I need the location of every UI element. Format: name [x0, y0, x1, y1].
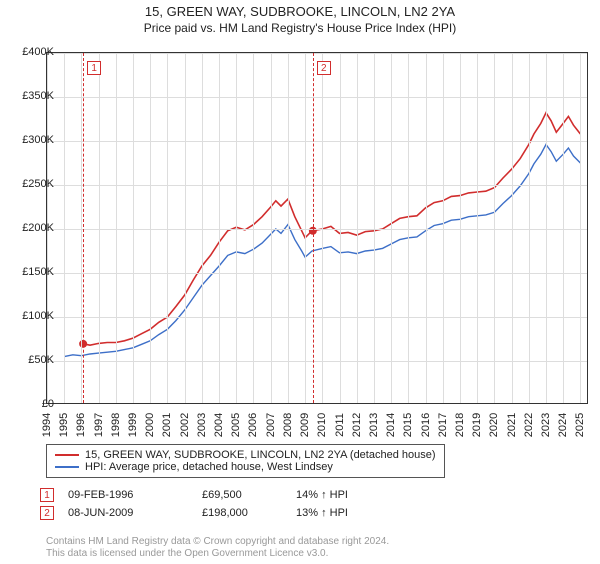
- x-axis-label: 2003: [196, 413, 208, 437]
- footer-line-1: Contains HM Land Registry data © Crown c…: [46, 536, 389, 548]
- marker-row: 2 08-JUN-2009 £198,000 13% ↑ HPI: [40, 506, 376, 520]
- x-axis-label: 2000: [144, 413, 156, 437]
- x-axis-label: 1997: [93, 413, 105, 437]
- x-axis-label: 2013: [368, 413, 380, 437]
- x-axis-label: 2001: [161, 413, 173, 437]
- footer-line-2: This data is licensed under the Open Gov…: [46, 548, 389, 560]
- x-axis-label: 2008: [282, 413, 294, 437]
- x-axis-label: 2023: [540, 413, 552, 437]
- marker-price: £198,000: [202, 507, 282, 519]
- x-axis-label: 2007: [265, 413, 277, 437]
- y-axis-label: £400K: [22, 46, 54, 58]
- legend-row: HPI: Average price, detached house, West…: [55, 461, 436, 473]
- marker-table: 1 09-FEB-1996 £69,500 14% ↑ HPI 2 08-JUN-2009…: [40, 488, 376, 524]
- x-axis-label: 2015: [402, 413, 414, 437]
- x-axis-label: 2004: [213, 413, 225, 437]
- legend-swatch: [55, 454, 79, 456]
- y-axis-label: £350K: [22, 90, 54, 102]
- x-axis-label: 1995: [58, 413, 70, 437]
- x-axis-label: 2011: [334, 413, 346, 437]
- chart-title: 15, GREEN WAY, SUDBROOKE, LINCOLN, LN2 2…: [0, 4, 600, 19]
- marker-callout: 1: [87, 61, 101, 75]
- x-axis-label: 2014: [385, 413, 397, 437]
- plot-region: 1994199519961997199819992000200120022003…: [46, 52, 588, 404]
- marker-date: 09-FEB-1996: [68, 489, 188, 501]
- y-axis-label: £50K: [28, 354, 54, 366]
- x-axis-label: 2010: [316, 413, 328, 437]
- marker-number-icon: 2: [40, 506, 54, 520]
- chart-subtitle: Price paid vs. HM Land Registry's House …: [0, 21, 600, 35]
- y-axis-label: £300K: [22, 134, 54, 146]
- y-axis-label: £150K: [22, 266, 54, 278]
- x-axis-label: 2018: [454, 413, 466, 437]
- x-axis-label: 1996: [75, 413, 87, 437]
- legend-swatch: [55, 466, 79, 468]
- marker-callout: 2: [317, 61, 331, 75]
- marker-row: 1 09-FEB-1996 £69,500 14% ↑ HPI: [40, 488, 376, 502]
- x-axis-label: 2005: [230, 413, 242, 437]
- marker-price: £69,500: [202, 489, 282, 501]
- x-axis-label: 1999: [127, 413, 139, 437]
- x-axis-label: 2009: [299, 413, 311, 437]
- x-axis-label: 2016: [420, 413, 432, 437]
- x-axis-label: 2020: [488, 413, 500, 437]
- x-axis-label: 2002: [179, 413, 191, 437]
- y-axis-label: £250K: [22, 178, 54, 190]
- y-axis-label: £0: [42, 398, 54, 410]
- footer-text: Contains HM Land Registry data © Crown c…: [46, 536, 389, 560]
- x-axis-label: 2021: [506, 413, 518, 437]
- marker-number-icon: 1: [40, 488, 54, 502]
- legend-label: 15, GREEN WAY, SUDBROOKE, LINCOLN, LN2 2…: [85, 449, 436, 461]
- x-axis-label: 2006: [247, 413, 259, 437]
- x-axis-label: 2022: [523, 413, 535, 437]
- y-axis-label: £100K: [22, 310, 54, 322]
- x-axis-label: 2025: [574, 413, 586, 437]
- marker-date: 08-JUN-2009: [68, 507, 188, 519]
- x-axis-label: 2012: [351, 413, 363, 437]
- marker-hpi: 13% ↑ HPI: [296, 507, 376, 519]
- x-axis-label: 2019: [471, 413, 483, 437]
- y-axis-label: £200K: [22, 222, 54, 234]
- legend-label: HPI: Average price, detached house, West…: [85, 461, 333, 473]
- legend-row: 15, GREEN WAY, SUDBROOKE, LINCOLN, LN2 2…: [55, 449, 436, 461]
- x-axis-label: 1994: [41, 413, 53, 437]
- x-axis-label: 2024: [557, 413, 569, 437]
- chart-area: 1994199519961997199819992000200120022003…: [46, 52, 588, 404]
- legend-box: 15, GREEN WAY, SUDBROOKE, LINCOLN, LN2 2…: [46, 444, 445, 478]
- marker-hpi: 14% ↑ HPI: [296, 489, 376, 501]
- x-axis-label: 2017: [437, 413, 449, 437]
- x-axis-label: 1998: [110, 413, 122, 437]
